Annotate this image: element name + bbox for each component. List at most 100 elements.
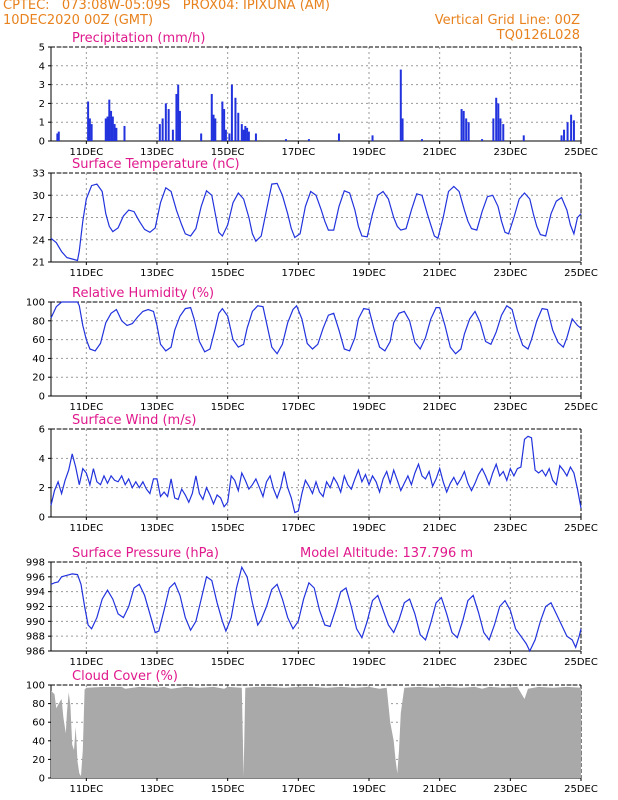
precip-bar — [495, 97, 498, 141]
wind-xtick-label: 13DEC — [140, 523, 174, 534]
precip-title: Precipitation (mm/h) — [72, 31, 205, 46]
cloud-title: Cloud Cover (%) — [72, 669, 178, 684]
pressure-ytick-label: 986 — [26, 647, 45, 658]
temp-xtick-label: 11DEC — [69, 268, 103, 279]
precip-xtick-label: 19DEC — [352, 147, 386, 158]
cloud-xtick-label: 25DEC — [564, 784, 598, 795]
precip-bar — [104, 118, 107, 141]
rh-xtick-label: 23DEC — [493, 402, 527, 413]
rh-ytick-label: 20 — [32, 373, 45, 384]
wind-ytick-label: 4 — [39, 454, 45, 465]
cloud-ytick-label: 100 — [26, 681, 45, 692]
precip-ytick-label: 5 — [39, 43, 45, 54]
wind-ytick-label: 6 — [39, 425, 45, 436]
precip-bar — [123, 125, 126, 141]
precip-bar — [177, 84, 180, 141]
wind-xtick-label: 11DEC — [69, 523, 103, 534]
precip-bar — [522, 135, 525, 141]
header-station-line: CPTEC: 073:08W-05:09S PROX04: IPIXUNA (A… — [3, 0, 330, 13]
pressure-series-line — [50, 565, 582, 653]
precip-bar — [237, 112, 240, 141]
rh-xtick-label: 21DEC — [423, 402, 457, 413]
pressure-annotation: Model Altitude: 137.796 m — [300, 546, 473, 561]
precip-bar — [228, 133, 231, 141]
precip-bar — [115, 127, 118, 141]
pressure-ytick-label: 992 — [26, 602, 45, 613]
rh-panel: 11DEC 13DEC 15DEC 17DEC 19DEC 21DEC 23DEC 25DEC… — [26, 286, 598, 413]
temp-xtick-label: 21DEC — [423, 268, 457, 279]
precip-bar — [240, 124, 243, 141]
precip-ytick-label: 3 — [39, 80, 45, 91]
temp-xtick-label: 19DEC — [352, 268, 386, 279]
precip-bar — [106, 116, 109, 141]
precip-panel: 11DEC 13DEC 15DEC 17DEC 19DEC 21DEC 23DEC 25DEC… — [39, 31, 598, 158]
precip-bar — [57, 131, 60, 141]
precip-xtick-label: 23DEC — [493, 147, 527, 158]
precip-bar — [108, 99, 111, 141]
precip-bar — [214, 118, 217, 141]
cloud-ytick-label: 40 — [32, 736, 45, 747]
precip-bar — [56, 133, 59, 141]
temp-ytick-label: 27 — [32, 213, 45, 224]
rh-xtick-label: 17DEC — [281, 402, 315, 413]
precip-bar — [499, 118, 502, 141]
cloud-ytick-label: 60 — [32, 718, 45, 729]
temp-panel: 11DEC 13DEC 15DEC 17DEC 19DEC 21DEC 23DEC 25DEC… — [32, 157, 598, 279]
rh-xtick-label: 15DEC — [211, 402, 245, 413]
precip-bar — [113, 124, 116, 141]
cloud-ytick-label: 20 — [32, 755, 45, 766]
precip-bar — [87, 101, 90, 141]
pressure-ytick-label: 990 — [26, 617, 45, 628]
pressure-xtick-label: 19DEC — [352, 657, 386, 668]
temp-ytick-label: 21 — [32, 258, 45, 269]
precip-bar — [492, 118, 495, 141]
precip-bar — [175, 94, 178, 141]
wind-ytick-label: 0 — [39, 513, 45, 524]
cloud-ytick-label: 80 — [32, 699, 45, 710]
precip-ytick-label: 1 — [39, 118, 45, 129]
temp-ytick-label: 30 — [32, 191, 45, 202]
precip-bar — [230, 84, 233, 141]
precip-bar — [88, 118, 91, 141]
cloud-xtick-label: 23DEC — [493, 784, 527, 795]
precip-xtick-label: 25DEC — [564, 147, 598, 158]
wind-xtick-label: 17DEC — [281, 523, 315, 534]
pressure-xtick-label: 23DEC — [493, 657, 527, 668]
wind-xtick-label: 15DEC — [211, 523, 245, 534]
precip-bar — [234, 97, 237, 141]
wind-xtick-label: 25DEC — [564, 523, 598, 534]
rh-title: Relative Humidity (%) — [72, 286, 214, 301]
precip-bar — [497, 103, 500, 141]
precip-bar — [481, 139, 484, 141]
precip-bar — [212, 114, 215, 141]
temp-xtick-label: 25DEC — [564, 268, 598, 279]
precip-bar — [246, 127, 249, 141]
precip-xtick-label: 15DEC — [211, 147, 245, 158]
precip-bar — [462, 110, 465, 141]
temp-ytick-label: 33 — [32, 169, 45, 180]
wind-xtick-label: 23DEC — [493, 523, 527, 534]
wind-ytick-label: 2 — [39, 483, 45, 494]
rh-xtick-label: 13DEC — [140, 402, 174, 413]
rh-series-line — [50, 301, 582, 355]
precip-bar — [221, 101, 224, 141]
precip-bar — [465, 118, 468, 141]
precip-xtick-label: 17DEC — [281, 147, 315, 158]
pressure-xtick-label: 13DEC — [140, 657, 174, 668]
precip-bar — [161, 118, 164, 141]
precip-bar — [90, 124, 93, 141]
pressure-title: Surface Pressure (hPa) — [72, 546, 219, 561]
wind-xtick-label: 21DEC — [423, 523, 457, 534]
temp-xtick-label: 23DEC — [493, 268, 527, 279]
rh-ytick-label: 60 — [32, 335, 45, 346]
precip-bar — [223, 109, 226, 141]
pressure-ytick-label: 998 — [26, 558, 45, 569]
precip-bar — [254, 133, 257, 141]
temp-xtick-label: 15DEC — [211, 268, 245, 279]
pressure-ytick-label: 996 — [26, 572, 45, 583]
precip-bar — [210, 94, 213, 141]
cloud-area — [51, 686, 581, 778]
wind-title: Surface Wind (m/s) — [72, 413, 196, 428]
cloud-xtick-label: 15DEC — [211, 784, 245, 795]
pressure-ytick-label: 988 — [26, 632, 45, 643]
